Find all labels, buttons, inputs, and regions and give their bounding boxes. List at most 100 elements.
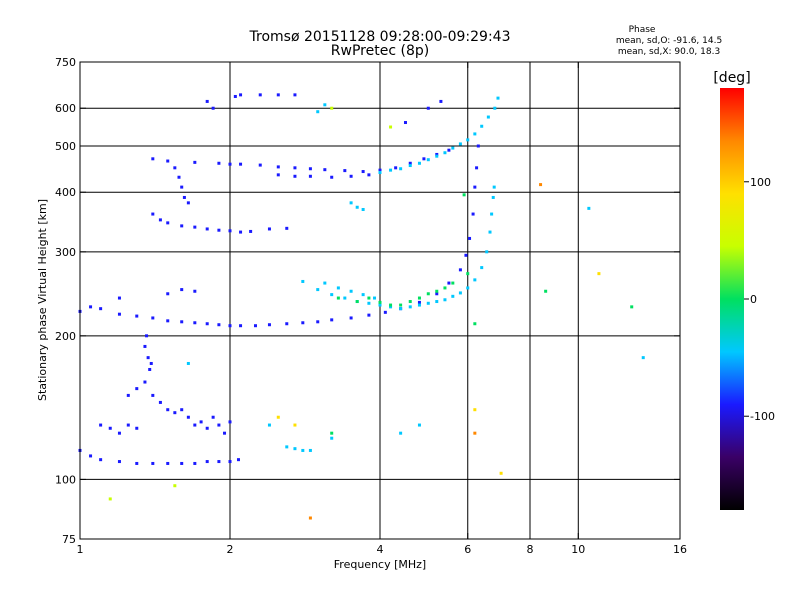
data-points — [78, 93, 645, 520]
data-point — [258, 163, 262, 167]
chart-title: Tromsø 20151128 09:28:00-09:29:43 — [249, 29, 511, 45]
data-point — [378, 303, 382, 307]
data-point — [158, 400, 162, 404]
colorbar — [720, 88, 744, 510]
data-point — [488, 230, 492, 234]
data-point — [193, 160, 197, 164]
data-point — [323, 168, 327, 172]
data-point — [117, 431, 121, 435]
data-point — [480, 266, 484, 270]
colorbar-tick-label: 100 — [750, 176, 771, 189]
data-point — [399, 307, 403, 311]
data-point — [336, 286, 340, 290]
x-tick-label: 6 — [464, 543, 471, 556]
data-point — [205, 227, 209, 231]
data-point — [641, 356, 645, 360]
data-point — [301, 448, 305, 452]
data-point — [349, 174, 353, 178]
y-tick-label: 100 — [55, 473, 76, 486]
data-point — [316, 320, 320, 324]
data-point — [447, 281, 451, 285]
x-tick-label: 1 — [77, 543, 84, 556]
data-point — [394, 166, 398, 170]
data-point — [108, 426, 112, 430]
data-point — [258, 93, 262, 97]
y-tick-label: 200 — [55, 330, 76, 343]
data-point — [361, 293, 365, 297]
data-point — [408, 161, 412, 165]
data-point — [408, 164, 412, 168]
data-point — [186, 415, 190, 419]
data-point — [466, 272, 470, 276]
x-tick-label: 16 — [673, 543, 687, 556]
data-point — [205, 460, 209, 464]
data-point — [223, 431, 227, 435]
grid-lines — [80, 62, 680, 539]
data-point — [417, 423, 421, 427]
data-point — [373, 296, 377, 300]
data-point — [193, 423, 197, 427]
data-point — [236, 458, 240, 462]
x-axis-label: Frequency [MHz] — [334, 558, 426, 571]
data-point — [293, 447, 297, 451]
data-point — [205, 99, 209, 103]
data-point — [544, 289, 548, 293]
data-point — [330, 431, 334, 435]
data-point — [293, 174, 297, 178]
y-tick-label: 75 — [62, 533, 76, 546]
y-tick-label: 750 — [55, 56, 76, 69]
data-point — [491, 195, 495, 199]
y-tick-label: 600 — [55, 102, 76, 115]
data-point — [496, 96, 500, 100]
data-point — [330, 318, 334, 322]
data-point — [473, 132, 477, 136]
data-point — [166, 292, 170, 296]
data-point — [126, 393, 130, 397]
data-point — [180, 224, 184, 228]
chart-subtitle: RwPretec (8p) — [331, 43, 429, 59]
data-point — [99, 307, 103, 311]
data-point — [389, 168, 393, 172]
y-tick-label: 500 — [55, 140, 76, 153]
phase-stats-x: mean, sd,X: 90.0, 18.3 — [618, 47, 720, 57]
data-point — [239, 93, 243, 97]
colorbar-label: [deg] — [713, 70, 750, 86]
data-point — [180, 408, 184, 412]
colorbar-tick-label: -100 — [750, 410, 775, 423]
data-point — [149, 361, 153, 365]
data-point — [466, 286, 470, 290]
data-point — [473, 408, 477, 412]
data-point — [408, 305, 412, 309]
data-point — [417, 300, 421, 304]
data-point — [301, 321, 305, 325]
data-point — [330, 106, 334, 110]
data-point — [403, 121, 407, 125]
y-axis-label: Stationary phase Virtual Height [km] — [36, 199, 49, 401]
phase-stats-header: Phase — [629, 25, 656, 35]
data-point — [285, 226, 289, 230]
data-point — [330, 175, 334, 179]
data-point — [466, 138, 470, 142]
data-point — [239, 162, 243, 166]
data-point — [228, 420, 232, 424]
data-point — [173, 484, 177, 488]
data-point — [151, 393, 155, 397]
data-point — [389, 303, 393, 307]
data-point — [343, 169, 347, 173]
data-point — [490, 212, 494, 216]
axes: 1 2 4 6 8 10 16 75 100 200 300 400 500 600 750 — [55, 56, 687, 556]
data-point — [151, 316, 155, 320]
data-point — [426, 106, 430, 110]
data-point — [462, 193, 466, 197]
data-point — [89, 305, 93, 309]
data-point — [99, 423, 103, 427]
data-point — [435, 154, 439, 158]
data-point — [117, 312, 121, 316]
y-tick-label: 400 — [55, 186, 76, 199]
data-point — [486, 115, 490, 119]
data-point — [349, 201, 353, 205]
data-point — [217, 228, 221, 232]
data-point — [468, 236, 472, 240]
data-point — [343, 296, 347, 300]
